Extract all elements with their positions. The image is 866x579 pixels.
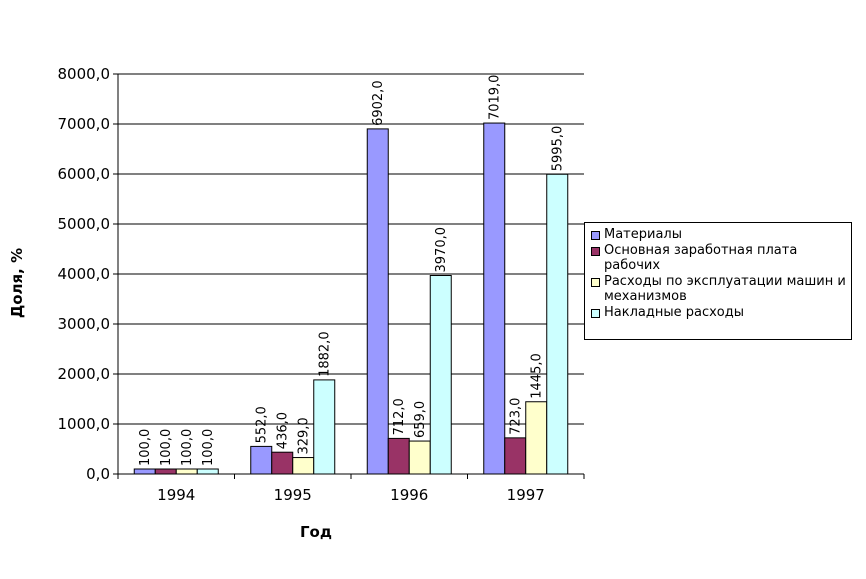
legend-swatch (591, 278, 600, 287)
legend-label: Материалы (604, 227, 682, 242)
bar (133, 468, 156, 475)
legend-swatch (591, 231, 600, 240)
data-label: 329,0 (296, 417, 311, 454)
bar (546, 173, 569, 475)
legend-label: Основная заработная плата рабочих (604, 243, 798, 273)
data-label: 552,0 (254, 406, 269, 443)
data-label: 3970,0 (434, 227, 449, 273)
data-label: 100,0 (138, 429, 153, 466)
data-label: 1882,0 (317, 331, 332, 377)
bar (408, 440, 431, 475)
bar (504, 437, 527, 475)
data-label: 5995,0 (550, 126, 565, 172)
data-label: 712,0 (392, 398, 407, 435)
y-tick-labels: 0,0 1000,0 2000,0 3000,0 4000,0 5000,0 6000,0 7… (58, 65, 111, 483)
data-labels: 100,0 100,0 100,0 100,0 552,0 436,0 329,0 1882,… (138, 75, 566, 466)
data-label: 659,0 (413, 401, 428, 438)
y-tick-label: 3000,0 (58, 315, 111, 333)
legend-label: Накладные расходы (604, 305, 745, 320)
legend-swatch (591, 247, 600, 256)
axes (113, 73, 585, 479)
bar (175, 468, 198, 475)
legend-label: Расходы по эксплуатации машин и механизм… (604, 274, 846, 304)
legend-item: Расходы по эксплуатации машин и механизм… (591, 274, 847, 304)
bar (429, 275, 452, 475)
data-label: 1445,0 (529, 353, 544, 399)
bars (133, 122, 569, 475)
legend: Материалы Основная заработная плата рабоч… (584, 222, 852, 340)
x-tick-label: 1996 (390, 486, 428, 504)
gridlines (118, 73, 584, 475)
y-tick-label: 4000,0 (58, 265, 111, 283)
x-axis-title: Год (300, 523, 332, 541)
bar (313, 379, 336, 475)
bar (250, 445, 273, 475)
bar (292, 457, 315, 475)
legend-item: Накладные расходы (591, 305, 847, 320)
data-label: 100,0 (180, 429, 195, 466)
legend-item: Основная заработная плата рабочих (591, 243, 847, 273)
x-tick-labels: 1994 1995 1996 1997 (157, 486, 545, 504)
x-tick-label: 1994 (157, 486, 195, 504)
x-tick-label: 1995 (274, 486, 312, 504)
legend-swatch (591, 309, 600, 318)
data-label: 7019,0 (487, 75, 502, 121)
data-label: 100,0 (159, 429, 174, 466)
y-tick-label: 6000,0 (58, 165, 111, 183)
y-tick-label: 5000,0 (58, 215, 111, 233)
data-label: 6902,0 (371, 80, 386, 126)
y-tick-label: 1000,0 (58, 415, 111, 433)
y-tick-label: 2000,0 (58, 365, 111, 383)
bar (271, 451, 294, 475)
x-tick-label: 1997 (507, 486, 545, 504)
data-label: 100,0 (201, 429, 216, 466)
y-tick-label: 8000,0 (58, 65, 111, 83)
bar (483, 122, 506, 475)
y-tick-label: 7000,0 (58, 115, 111, 133)
bar (196, 468, 219, 475)
bar (525, 401, 548, 475)
y-tick-label: 0,0 (86, 465, 110, 483)
bar (366, 128, 389, 475)
y-axis-title: Доля, % (8, 248, 26, 318)
bar (154, 468, 177, 475)
bar (387, 437, 410, 475)
data-label: 723,0 (508, 398, 523, 435)
data-label: 436,0 (275, 412, 290, 449)
legend-item: Материалы (591, 227, 847, 242)
